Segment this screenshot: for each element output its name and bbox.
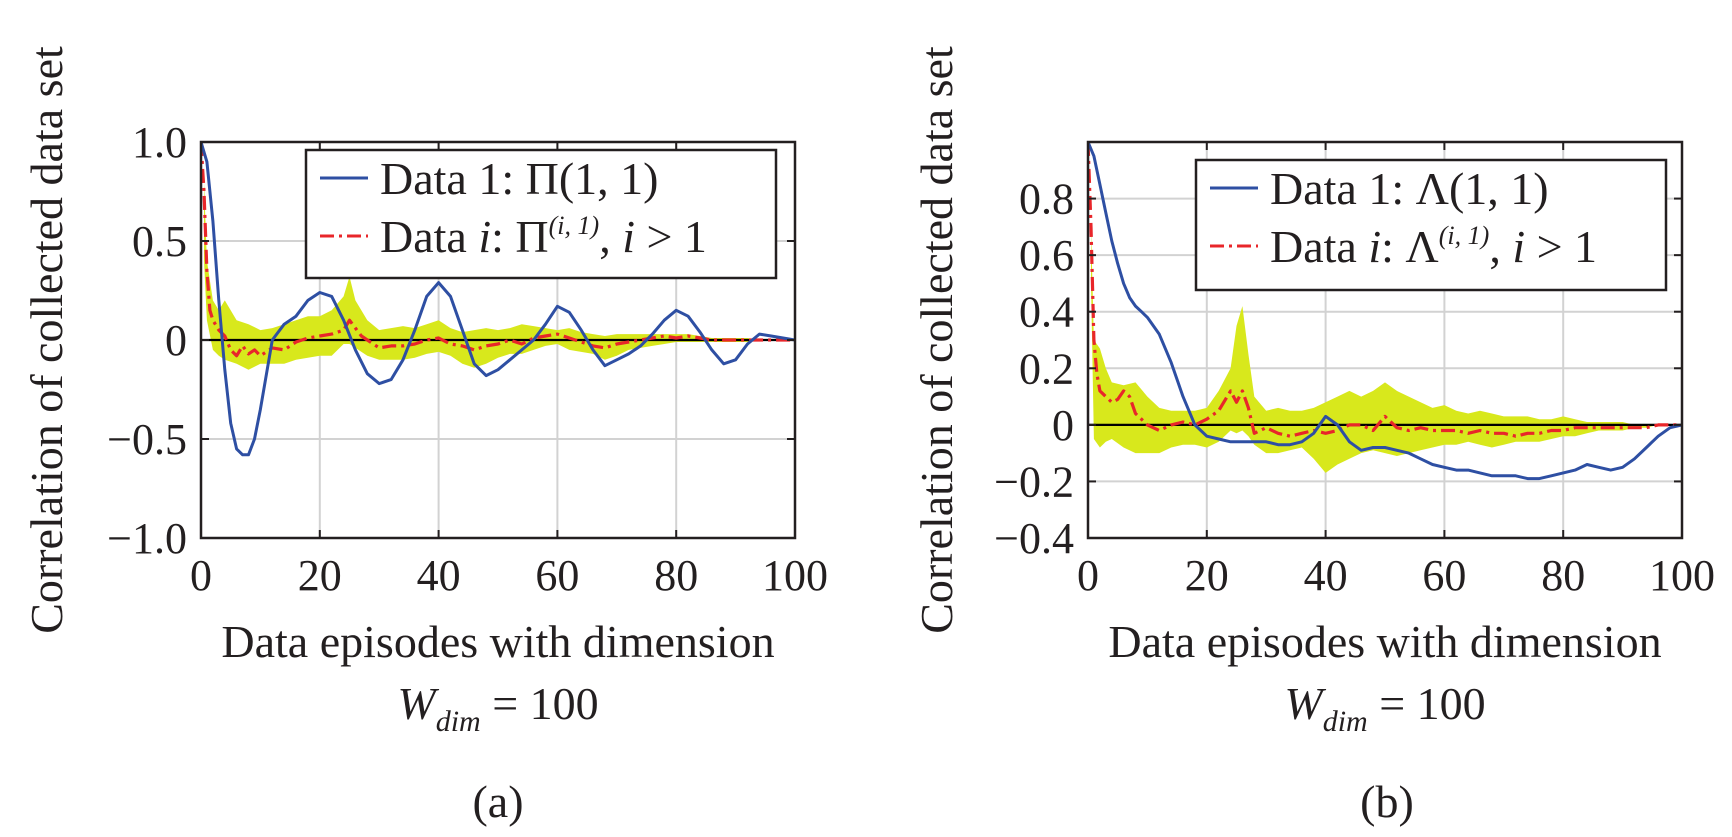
y-axis-label: Correlation of collected data set <box>21 46 72 634</box>
y-tick-label: −0.4 <box>994 514 1074 563</box>
legend-label-data-i: Data i: Λ(i, 1), i > 1 <box>1270 221 1597 272</box>
y-tick-label: 0.4 <box>1019 288 1074 337</box>
chart-panel-b: 0 20 40 60 80 100−0.4−0.200.20.40.60.8Correla… <box>911 46 1715 827</box>
x-tick-label: 100 <box>762 551 828 600</box>
y-tick-label: −0.5 <box>107 415 187 464</box>
w-symbol: W <box>1284 678 1326 729</box>
legend-box <box>304 148 778 280</box>
y-tick-label: −1.0 <box>107 514 187 563</box>
plot-area <box>201 142 795 457</box>
legend-label-data-i: Data i: Π(i, 1), i > 1 <box>380 211 707 262</box>
x-tick-label: 60 <box>535 551 579 600</box>
legend: Data 1: Π(1, 1)Data i: Π(i, 1), i > 1 <box>304 148 778 280</box>
legend-symbol: Π <box>515 211 548 262</box>
y-tick-label: 0 <box>165 316 187 365</box>
legend-var: i <box>1368 221 1381 272</box>
w-value: = 100 <box>481 678 599 729</box>
chart-panel-a: 0 20 40 60 80 100 −1.0 −0.5 0 0.5 1.0 Correlation o… <box>21 46 828 827</box>
x-tick-label: 100 <box>1649 551 1715 600</box>
legend-symbol: Π <box>526 153 559 204</box>
x-tick-label: 0 <box>190 551 212 600</box>
legend-args: (1, 1) <box>1449 163 1549 214</box>
legend-comma: , <box>599 211 622 262</box>
x-tick-label: 20 <box>1185 551 1229 600</box>
x-tick-label: 20 <box>298 551 342 600</box>
w-subscript: dim <box>436 705 481 738</box>
w-symbol: W <box>397 678 439 729</box>
w-subscript: dim <box>1323 705 1368 738</box>
x-tick-label: 80 <box>654 551 698 600</box>
tick-marks <box>1087 142 1683 539</box>
legend-args: (1, 1) <box>559 153 659 204</box>
legend-text: Data <box>1270 221 1368 272</box>
x-axis-label-line2: Wdim = 100 <box>397 678 598 738</box>
x-tick-label: 0 <box>1077 551 1099 600</box>
legend-comma: , <box>1489 221 1512 272</box>
y-tick-label: 1.0 <box>132 118 187 167</box>
legend-box <box>1194 158 1668 292</box>
legend-label-data-1: Data 1: Π(1, 1) <box>380 153 659 204</box>
y-tick-label: 0 <box>1052 401 1074 450</box>
legend-text: Data 1: <box>1270 163 1416 214</box>
legend-sep: : <box>491 211 515 262</box>
legend-text: Data <box>380 211 478 262</box>
x-axis-label: Data episodes with dimension <box>221 616 774 667</box>
x-axis-label: Data episodes with dimension <box>1108 616 1661 667</box>
plot-area <box>1088 142 1682 481</box>
panel-caption: (b) <box>1360 776 1414 827</box>
legend-var: i <box>622 211 635 262</box>
legend: Data 1: Λ(1, 1)Data i: Λ(i, 1), i > 1 <box>1194 158 1668 292</box>
x-tick-label: 60 <box>1422 551 1466 600</box>
y-tick-label: −0.2 <box>994 457 1074 506</box>
y-tick-label: 0.6 <box>1019 231 1074 280</box>
axes-frame <box>1086 140 1684 540</box>
x-tick-label: 40 <box>417 551 461 600</box>
y-tick-label: 0.8 <box>1019 175 1074 224</box>
series-line-data-i <box>1088 142 1682 438</box>
legend-condition: > 1 <box>1525 221 1597 272</box>
legend-superscript: (i, 1) <box>1439 221 1490 250</box>
tick-marks <box>200 141 796 539</box>
w-value: = 100 <box>1368 678 1486 729</box>
panel-caption: (a) <box>472 776 523 827</box>
y-axis-label: Correlation of collected data set <box>911 46 962 634</box>
legend-var: i <box>478 211 491 262</box>
x-axis-label-line2: Wdim = 100 <box>1284 678 1485 738</box>
confidence-band <box>1091 226 1682 473</box>
x-tick-label: 40 <box>1304 551 1348 600</box>
y-tick-label: 0.2 <box>1019 344 1074 393</box>
legend-superscript: (i, 1) <box>549 211 600 240</box>
y-tick-label: 0.5 <box>132 217 187 266</box>
legend-sep: : <box>1381 221 1405 272</box>
series-line-data-1 <box>1088 142 1682 481</box>
series-line-data-i <box>201 142 795 358</box>
legend-var: i <box>1512 221 1525 272</box>
legend-text: Data 1: <box>380 153 526 204</box>
series-line-data-1 <box>201 142 795 457</box>
legend-condition: > 1 <box>635 211 707 262</box>
legend-symbol: Λ <box>1416 163 1449 214</box>
legend-label-data-1: Data 1: Λ(1, 1) <box>1270 163 1549 214</box>
legend-symbol: Λ <box>1405 221 1438 272</box>
x-tick-label: 80 <box>1541 551 1585 600</box>
